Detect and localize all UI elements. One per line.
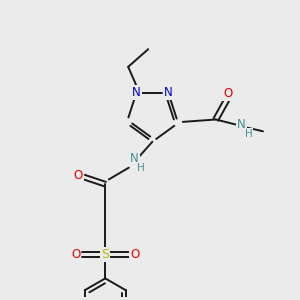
Text: N: N: [130, 152, 139, 165]
Text: H: H: [245, 129, 253, 139]
Text: O: O: [223, 87, 232, 100]
Text: N: N: [237, 118, 246, 131]
Text: O: O: [130, 248, 139, 261]
Text: O: O: [71, 248, 80, 261]
Text: H: H: [137, 163, 145, 173]
Text: S: S: [101, 248, 109, 261]
Text: N: N: [132, 86, 141, 99]
Text: N: N: [164, 86, 173, 99]
Text: O: O: [74, 169, 83, 182]
